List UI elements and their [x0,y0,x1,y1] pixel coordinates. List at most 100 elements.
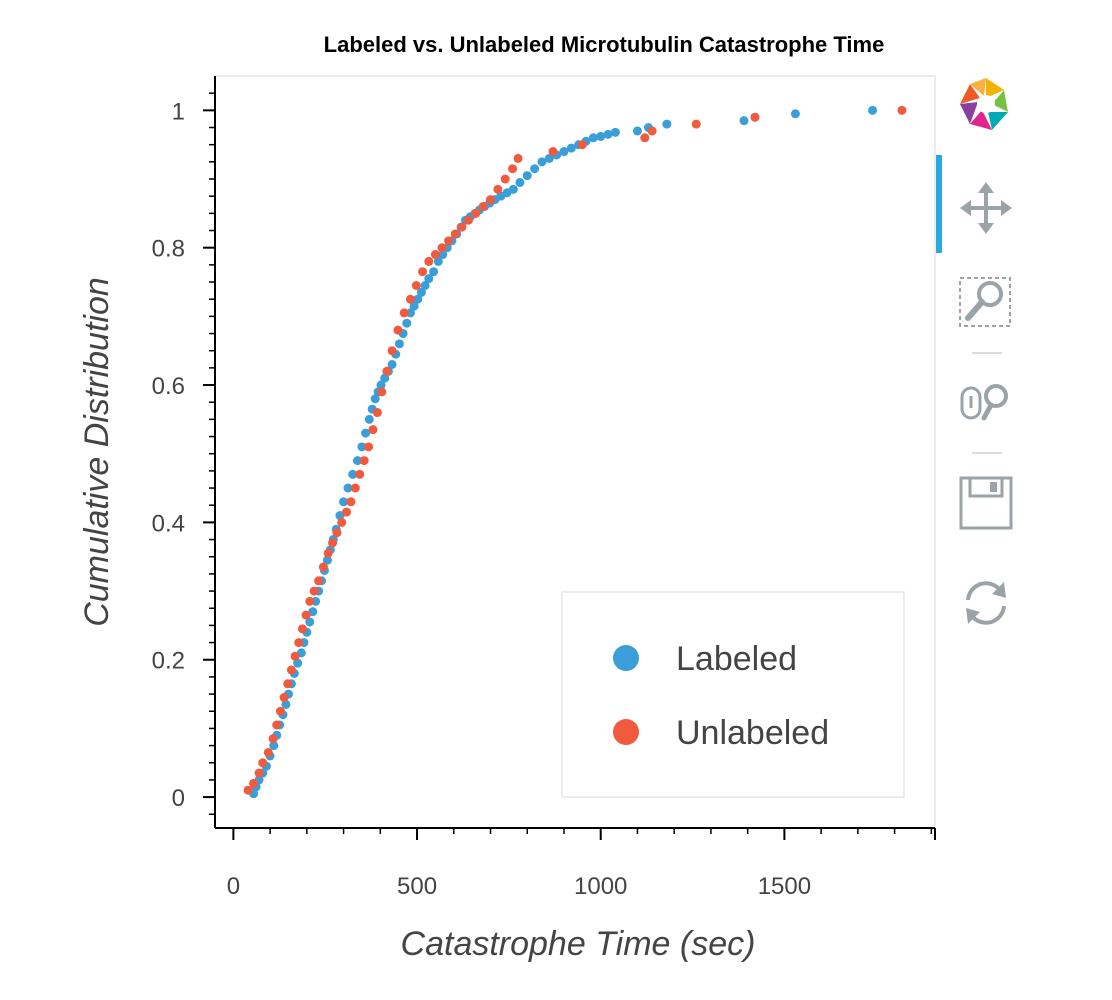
data-point-labeled [429,267,439,277]
data-point-unlabeled [647,126,657,136]
data-point-unlabeled [342,507,352,517]
data-point-labeled [603,129,613,139]
data-point-unlabeled [297,624,307,634]
x-axis-label: Catastrophe Time (sec) [401,925,756,963]
data-point-labeled [424,274,434,284]
data-point-unlabeled [640,133,650,143]
y-tick-label: 1 [172,98,185,125]
data-point-labeled [433,256,443,266]
data-point-labeled [413,294,423,304]
data-point-unlabeled [263,747,273,757]
toolbar-separator [972,452,1002,454]
wheel-zoom-icon[interactable] [956,372,1016,432]
data-point-unlabeled [279,693,289,703]
data-point-unlabeled [346,497,356,507]
legend-label-unlabeled: Unlabeled [676,714,829,752]
data-point-labeled [353,456,363,466]
data-point-labeled [596,131,606,141]
data-point-labeled [632,126,642,136]
data-point-unlabeled [382,366,392,376]
data-point-labeled [739,116,749,126]
data-point-labeled [361,428,371,438]
reset-icon[interactable] [956,572,1016,632]
y-tick-label: 0.2 [152,648,185,675]
data-point-labeled [357,442,367,452]
data-point-unlabeled [457,222,467,232]
data-point-unlabeled [493,184,503,194]
data-point-unlabeled [314,576,324,586]
data-point-labeled [394,339,404,349]
y-tick-label: 0.6 [152,373,185,400]
data-point-unlabeled [387,346,397,356]
data-point-labeled [544,153,554,163]
data-point-unlabeled [294,638,304,648]
data-point-unlabeled [350,483,360,493]
x-tick-label: 500 [397,873,437,900]
data-point-unlabeled [399,308,409,318]
data-point-unlabeled [750,112,760,122]
pan-icon[interactable] [956,178,1016,238]
y-axis: 0 0.2 0.4 0.6 0.8 1 [152,76,216,828]
legend-marker-unlabeled [613,719,639,745]
data-point-unlabeled [243,785,253,795]
data-point-labeled [405,308,415,318]
x-tick-label: 1000 [574,873,627,900]
data-point-labeled [364,414,374,424]
data-point-unlabeled [471,208,481,218]
data-point-labeled [530,164,540,174]
data-point-unlabeled [305,596,315,606]
data-point-labeled [537,157,547,167]
data-points [243,105,907,799]
data-point-unlabeled [478,201,488,211]
data-point-labeled [269,741,279,751]
data-point-unlabeled [283,679,293,689]
data-point-unlabeled [424,256,434,266]
data-point-labeled [402,318,412,328]
data-point-labeled [387,359,397,369]
chart-title: Labeled vs. Unlabeled Microtubulin Catas… [324,32,885,57]
data-point-unlabeled [372,408,382,418]
data-point-unlabeled [359,456,369,466]
data-point-unlabeled [332,528,342,538]
data-point-unlabeled [463,215,473,225]
data-point-labeled [515,177,525,187]
data-point-labeled [522,171,532,181]
box-zoom-icon[interactable] [956,272,1016,332]
data-point-unlabeled [337,517,347,527]
data-point-labeled [308,607,318,617]
data-point-unlabeled [249,778,259,788]
active-tool-indicator [936,155,942,253]
data-point-unlabeled [377,387,387,397]
data-point-labeled [416,287,426,297]
y-tick-label: 0.4 [152,510,185,537]
data-point-unlabeled [500,174,510,184]
data-point-unlabeled [508,164,518,174]
x-tick-label: 0 [227,873,240,900]
data-point-labeled [662,119,672,129]
data-point-unlabeled [275,706,285,716]
data-point-unlabeled [430,250,440,260]
data-point-unlabeled [355,469,365,479]
data-point-unlabeled [393,325,403,335]
toolbar [936,60,1036,660]
data-point-unlabeled [286,665,296,675]
data-point-labeled [438,250,448,260]
legend-label-labeled: Labeled [676,640,797,678]
toolbar-separator [972,352,1002,354]
bokeh-logo-icon[interactable] [956,74,1016,134]
chart: Labeled vs. Unlabeled Microtubulin Catas… [78,32,936,963]
data-point-labeled [409,301,419,311]
data-point-unlabeled [364,442,374,452]
data-point-unlabeled [513,153,523,163]
data-point-unlabeled [268,734,278,744]
data-point-labeled [420,280,430,290]
data-point-unlabeled [486,195,496,205]
data-point-unlabeled [272,720,282,730]
data-point-labeled [339,497,349,507]
data-point-unlabeled [328,538,338,548]
y-axis-label: Cumulative Distribution [78,277,116,627]
data-point-unlabeled [318,562,328,572]
data-point-unlabeled [450,229,460,239]
save-icon[interactable] [956,472,1016,532]
data-point-unlabeled [437,243,447,253]
